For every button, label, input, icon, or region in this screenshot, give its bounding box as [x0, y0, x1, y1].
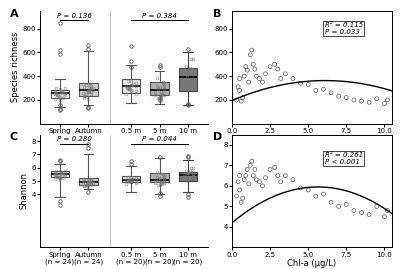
Point	[256, 180, 263, 184]
PathPatch shape	[150, 82, 169, 95]
Text: R² = 0.261
P < 0.001: R² = 0.261 P < 0.001	[325, 152, 363, 165]
Text: A: A	[10, 9, 18, 19]
Point	[267, 167, 273, 172]
Point	[240, 196, 246, 200]
Point	[240, 95, 246, 100]
Point	[374, 97, 380, 101]
Point	[236, 174, 243, 178]
Point	[384, 208, 391, 213]
Point	[256, 76, 263, 81]
Point	[250, 174, 256, 178]
Text: P = 0.280: P = 0.280	[57, 136, 92, 142]
Point	[250, 62, 256, 66]
Point	[247, 53, 254, 57]
Point	[336, 204, 342, 208]
Point	[313, 88, 319, 93]
Point	[242, 65, 249, 69]
Point	[374, 204, 380, 208]
Point	[278, 76, 284, 81]
PathPatch shape	[122, 79, 140, 93]
Y-axis label: Shannon: Shannon	[20, 172, 28, 210]
Text: P = 0.136: P = 0.136	[57, 13, 92, 19]
PathPatch shape	[79, 178, 98, 185]
Point	[259, 80, 266, 84]
Point	[282, 72, 288, 76]
Point	[343, 202, 350, 207]
Point	[233, 194, 240, 198]
Point	[336, 94, 342, 98]
Text: R² = 0.115
P = 0.033: R² = 0.115 P = 0.033	[325, 22, 363, 35]
Point	[305, 82, 311, 87]
Point	[233, 98, 240, 102]
Text: C: C	[10, 132, 18, 142]
Point	[305, 188, 311, 192]
Point	[358, 210, 365, 215]
Point	[297, 186, 304, 190]
Text: D: D	[213, 132, 222, 142]
PathPatch shape	[122, 176, 140, 182]
Point	[236, 76, 243, 81]
Point	[297, 81, 304, 86]
Point	[358, 99, 365, 103]
Point	[282, 174, 288, 178]
Point	[241, 74, 247, 78]
Point	[252, 67, 258, 71]
Point	[236, 188, 243, 192]
Point	[290, 76, 296, 81]
Point	[235, 180, 241, 184]
Point	[246, 182, 252, 186]
Point	[381, 101, 388, 106]
Point	[351, 208, 357, 213]
Point	[328, 200, 334, 204]
Point	[381, 214, 388, 219]
Point	[235, 85, 241, 89]
Point	[272, 62, 278, 66]
Point	[366, 213, 372, 217]
Point	[313, 194, 319, 198]
Point	[274, 67, 281, 71]
Point	[238, 200, 244, 204]
Point	[351, 98, 357, 102]
PathPatch shape	[179, 68, 197, 91]
Point	[253, 74, 260, 78]
PathPatch shape	[51, 171, 69, 177]
Point	[259, 184, 266, 188]
Point	[249, 159, 255, 163]
Point	[274, 174, 281, 178]
Y-axis label: Species richness: Species richness	[10, 32, 20, 102]
Point	[328, 91, 334, 95]
Point	[241, 178, 247, 182]
Text: P = 0.044: P = 0.044	[142, 136, 177, 142]
Point	[244, 68, 250, 72]
Point	[253, 178, 260, 182]
Point	[272, 165, 278, 169]
Point	[267, 65, 273, 69]
PathPatch shape	[150, 173, 169, 182]
X-axis label: Chl-a (μg/L): Chl-a (μg/L)	[288, 259, 336, 268]
Point	[278, 180, 284, 184]
Text: P = 0.384: P = 0.384	[142, 13, 177, 19]
Point	[262, 72, 269, 76]
PathPatch shape	[179, 172, 197, 181]
Point	[244, 167, 250, 172]
Point	[366, 100, 372, 104]
Point	[238, 99, 244, 103]
Point	[343, 95, 350, 100]
Point	[252, 167, 258, 172]
Point	[249, 48, 255, 52]
PathPatch shape	[51, 90, 69, 98]
PathPatch shape	[79, 83, 98, 96]
Point	[246, 80, 252, 84]
Point	[262, 175, 269, 180]
Text: B: B	[213, 9, 221, 19]
Point	[242, 174, 249, 178]
Point	[320, 192, 327, 196]
Point	[384, 98, 391, 102]
Point	[236, 88, 243, 93]
Point	[290, 178, 296, 182]
Point	[247, 163, 254, 168]
Point	[320, 87, 327, 91]
